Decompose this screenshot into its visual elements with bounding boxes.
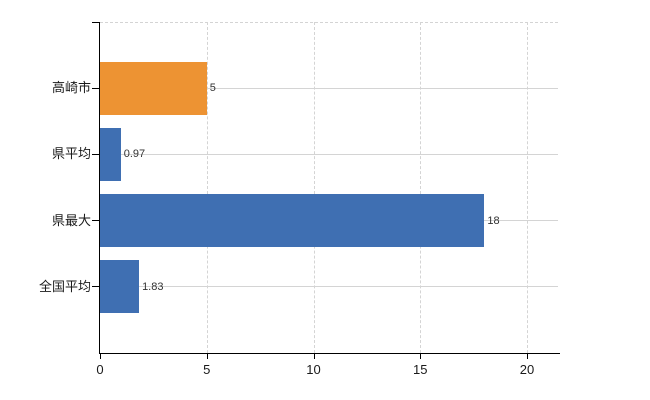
x-tick-label: 15 [413,362,428,377]
bar [100,194,485,248]
gridline-vertical [420,22,422,353]
gridline-vertical [206,22,208,353]
y-axis-tick [92,220,99,222]
y-category-label: 県最大 [51,212,91,228]
y-axis-tick [92,153,99,155]
x-axis-line [99,353,560,354]
bar [100,260,140,314]
gridline-horizontal [100,286,558,288]
y-axis-tick [92,286,99,288]
x-tick-label: 10 [306,362,321,377]
bar-value-label: 5 [209,82,216,95]
gridline-horizontal [100,87,558,89]
y-axis-line [99,22,100,354]
bar [100,61,207,115]
bar-value-label: 18 [487,214,500,227]
y-axis-tick [92,87,99,89]
x-tick-label: 0 [96,362,104,377]
bar [100,127,121,181]
x-axis-tick [100,353,101,359]
x-tick-label: 20 [519,362,535,377]
y-axis-top-tick [92,22,99,23]
bar-value-label: 0.97 [123,148,146,161]
x-axis-tick [206,353,208,359]
gridline-horizontal-top [100,22,558,23]
x-axis-tick [420,353,422,359]
x-axis-tick [527,353,529,359]
y-category-label: 全国平均 [38,278,91,294]
plot-area: 0 5 10 15 20 5 高崎市 0.97 県平均 18 県最大 1.83 全国平均 [39,22,560,377]
gridline-vertical [313,22,315,353]
gridline-vertical [527,22,529,353]
x-axis-tick [313,353,315,359]
bar-value-label: 1.83 [142,280,164,293]
y-category-label: 高崎市 [51,80,91,96]
x-tick-label: 5 [203,362,211,377]
y-category-label: 県平均 [51,146,91,162]
gridline-horizontal [100,153,558,155]
